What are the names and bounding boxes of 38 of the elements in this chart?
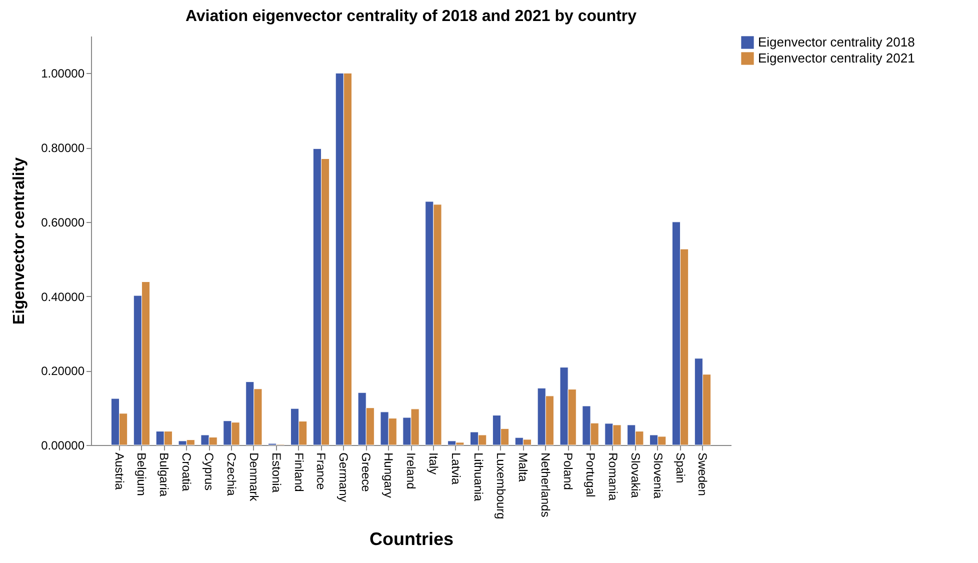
x-axis-title: Countries (369, 529, 454, 550)
x-tick-label: Hungary (382, 452, 396, 498)
x-tick-label: Lithuania (471, 452, 486, 502)
y-tick-label: 0.40000 (41, 290, 85, 304)
y-tick-label: 0.60000 (41, 215, 85, 230)
x-tick-label: Austria (112, 452, 126, 490)
x-tick-label: Bulgaria (157, 452, 172, 497)
legend-label: Eigenvector centrality 2018 (758, 34, 915, 50)
x-tick-label: Italy (426, 452, 440, 475)
y-tick-label: 0.00000 (41, 438, 85, 452)
x-tick-label: Slovakia (628, 452, 642, 498)
x-tick-label: Ireland (404, 452, 418, 490)
x-tick-label: Portugal (584, 452, 598, 498)
x-tick-label: Spain (673, 452, 688, 484)
legend-label: Eigenvector centrality 2021 (758, 50, 915, 66)
x-tick-label: Czechia (224, 452, 238, 496)
x-tick-label: Sweden (696, 452, 710, 496)
x-tick-label: Finland (292, 452, 306, 492)
x-tick-label: Malta (516, 452, 530, 482)
y-axis-title: Eigenvector centrality (11, 157, 28, 325)
chart-title: Aviation eigenvector centrality of 2018 and 2021 by country (185, 8, 637, 25)
x-tick-label: Croatia (180, 452, 194, 492)
x-tick-label: Belgium (134, 452, 149, 496)
x-tick-label: Luxembourg (494, 452, 508, 520)
x-tick-label: Slovenia (650, 452, 665, 499)
x-tick-label: Romania (606, 452, 620, 501)
x-tick-label: Latvia (448, 452, 463, 485)
y-tick-label: 0.20000 (41, 364, 85, 378)
y-tick-label: 1.00000 (41, 66, 85, 81)
x-tick-label: Cyprus (202, 452, 216, 491)
x-tick-label: Poland (561, 452, 576, 490)
x-tick-label: Netherlands (538, 452, 553, 518)
x-tick-label: Germany (336, 452, 351, 502)
x-tick-label: France (314, 452, 328, 490)
x-tick-label: Estonia (269, 452, 284, 493)
x-tick-label: Denmark (246, 452, 261, 502)
x-tick-label: Greece (359, 452, 374, 492)
y-tick-label: 0.80000 (41, 141, 85, 156)
